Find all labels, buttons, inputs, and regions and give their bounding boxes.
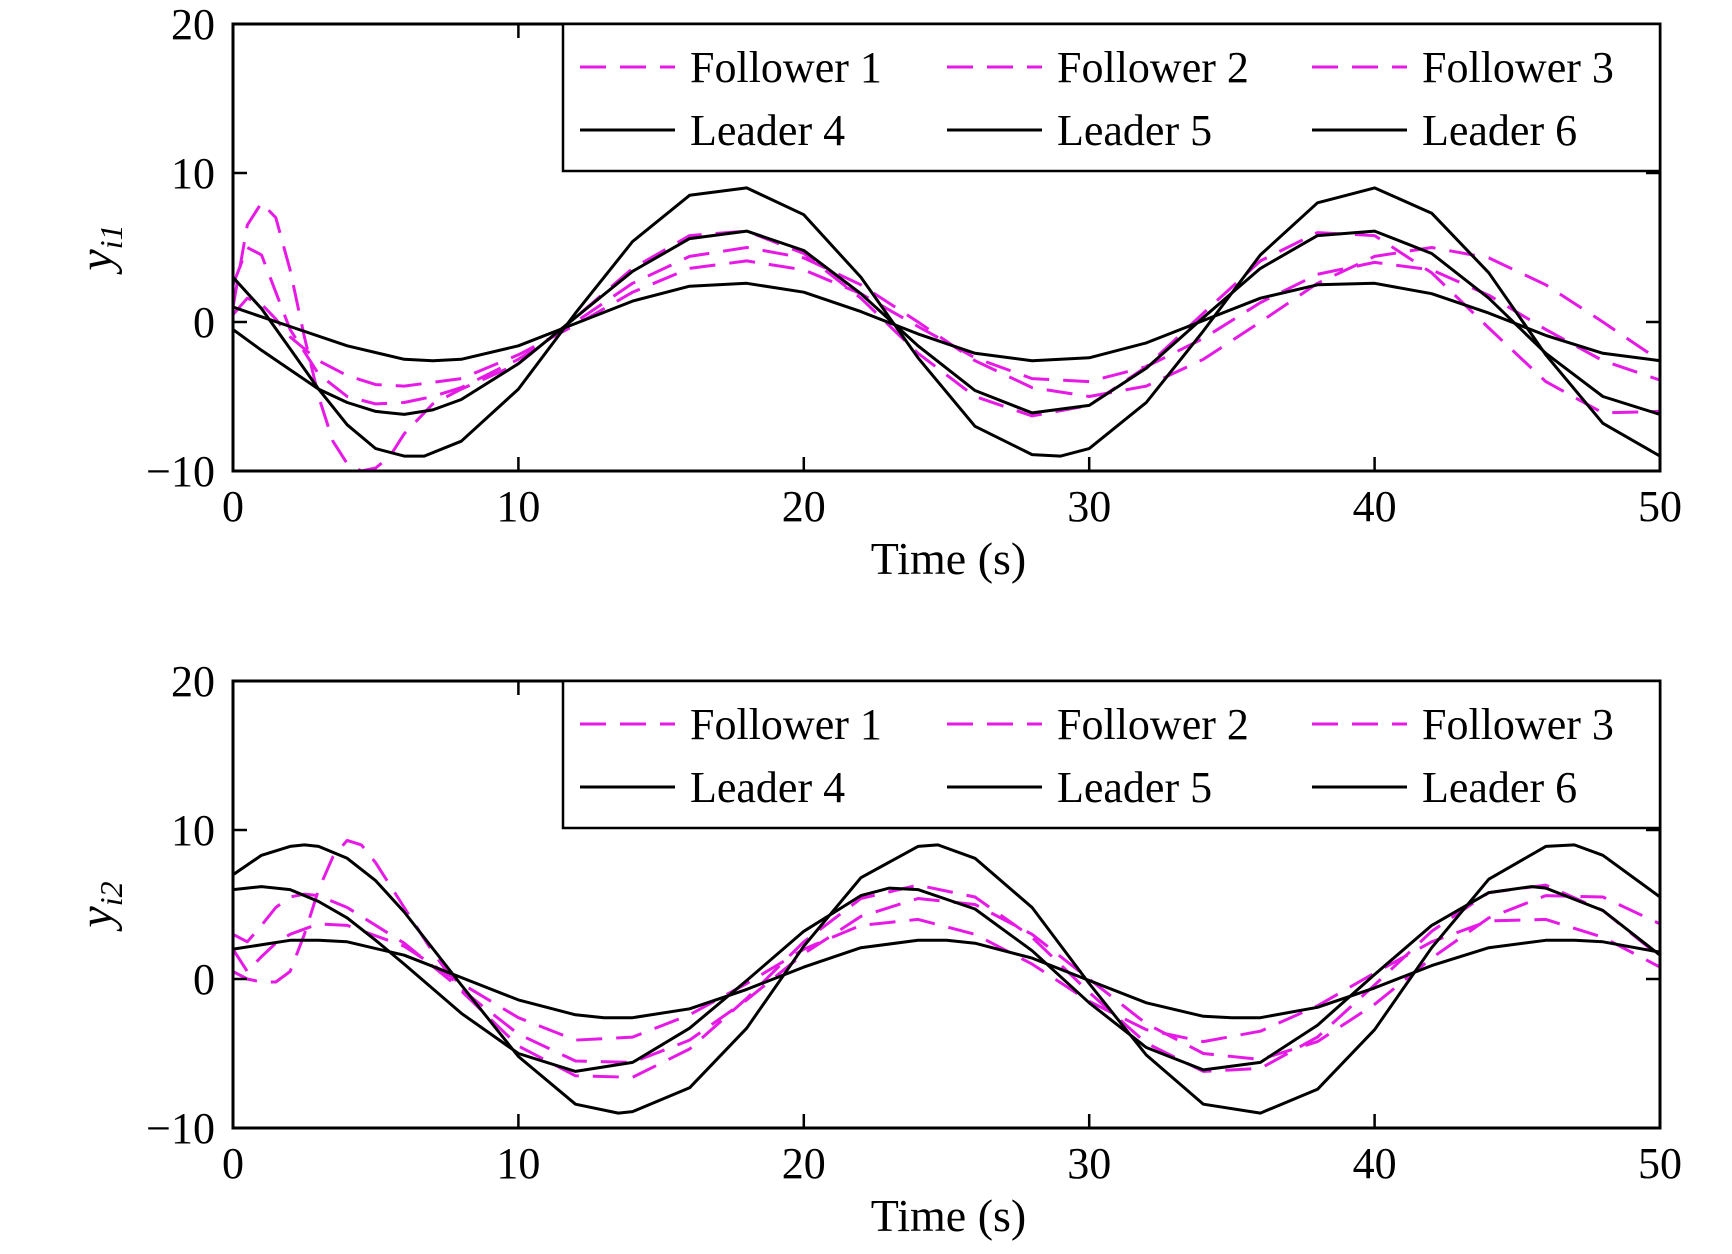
legend-label-leader-6: Leader 6 [1422, 763, 1577, 812]
legend-label-follower-1: Follower 1 [690, 43, 882, 92]
series-line-leader-5 [233, 843, 1660, 1115]
series-line-leader-5 [233, 186, 1660, 458]
series-line-follower-2 [233, 201, 1660, 471]
x-tick-label: 20 [782, 482, 826, 531]
x-axis-label: Time (s) [871, 533, 1027, 584]
x-tick-label: 30 [1067, 482, 1111, 531]
legend-label-leader-4: Leader 4 [690, 763, 845, 812]
series-line-follower-1 [233, 246, 1660, 406]
y-axis-label-main: y [70, 906, 123, 933]
x-tick-label: 50 [1638, 1139, 1682, 1188]
y-axis-label: yi2 [70, 881, 129, 932]
legend-label-leader-5: Leader 5 [1057, 763, 1212, 812]
x-axis-label: Time (s) [871, 1190, 1027, 1241]
x-tick-label: 20 [782, 1139, 826, 1188]
x-tick-label: 30 [1067, 1139, 1111, 1188]
y-tick-label: −10 [146, 447, 215, 496]
legend-label-follower-2: Follower 2 [1057, 700, 1249, 749]
y-tick-label: 10 [171, 806, 215, 855]
y-tick-label: −10 [146, 1104, 215, 1153]
x-tick-label: 10 [496, 482, 540, 531]
legend-label-follower-3: Follower 3 [1422, 700, 1614, 749]
series-line-follower-3 [233, 917, 1660, 1044]
legend-label-leader-5: Leader 5 [1057, 106, 1212, 155]
x-tick-label: 0 [222, 482, 244, 531]
series-line-leader-6 [233, 938, 1660, 1020]
legend: Follower 1 Follower 2 Follower 3 Leader 4 Le… [561, 22, 1662, 173]
legend-box [561, 22, 1662, 173]
y-tick-label: 10 [171, 149, 215, 198]
y-tick-label: 0 [193, 298, 215, 347]
series-line-leader-4 [233, 229, 1660, 416]
y-axis-label-sub: i1 [93, 224, 129, 249]
legend-label-follower-1: Follower 1 [690, 700, 882, 749]
legend: Follower 1 Follower 2 Follower 3 Leader 4 Le… [561, 679, 1662, 830]
y-axis-label-sub: i2 [93, 881, 129, 906]
y-axis-label: yi1 [70, 224, 129, 275]
y-tick-label: 20 [171, 657, 215, 706]
series-line-leader-6 [233, 281, 1660, 363]
legend-label-leader-4: Leader 4 [690, 106, 845, 155]
series-group [233, 186, 1660, 471]
x-tick-label: 40 [1353, 482, 1397, 531]
x-tick-label: 0 [222, 1139, 244, 1188]
legend-label-follower-2: Follower 2 [1057, 43, 1249, 92]
legend-box [561, 679, 1662, 830]
legend-label-follower-3: Follower 3 [1422, 43, 1614, 92]
x-tick-label: 50 [1638, 482, 1682, 531]
x-tick-label: 40 [1353, 1139, 1397, 1188]
series-group [233, 838, 1660, 1115]
series-line-follower-1 [233, 892, 1660, 1064]
series-line-follower-2 [233, 838, 1660, 1079]
series-line-follower-3 [233, 259, 1660, 388]
legend-label-leader-6: Leader 6 [1422, 106, 1577, 155]
series-line-leader-4 [233, 885, 1660, 1073]
y-axis-label-main: y [70, 249, 123, 276]
x-tick-label: 10 [496, 1139, 540, 1188]
y-tick-label: 20 [171, 0, 215, 49]
y-tick-label: 0 [193, 955, 215, 1004]
